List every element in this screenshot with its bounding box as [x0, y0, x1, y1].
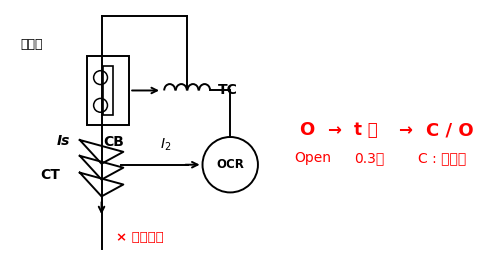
Text: × 단락사고: × 단락사고 — [116, 231, 164, 244]
Text: $I_2$: $I_2$ — [160, 136, 171, 153]
Bar — [103, 66, 113, 115]
Text: CB: CB — [103, 135, 124, 149]
Text: C / O: C / O — [426, 121, 474, 139]
Text: CT: CT — [40, 168, 60, 182]
Text: →: → — [327, 121, 341, 139]
Text: →: → — [399, 121, 412, 139]
Text: O: O — [299, 121, 315, 139]
Text: Open: Open — [294, 151, 332, 165]
Text: C : 재투입: C : 재투입 — [418, 151, 467, 165]
Text: 과전류: 과전류 — [20, 38, 43, 51]
Text: OCR: OCR — [216, 158, 244, 171]
Bar — [87, 56, 129, 125]
Text: 0.3초: 0.3초 — [354, 151, 384, 165]
Text: t 초: t 초 — [354, 121, 377, 139]
Text: TC: TC — [218, 84, 238, 98]
Text: Is: Is — [57, 134, 71, 148]
